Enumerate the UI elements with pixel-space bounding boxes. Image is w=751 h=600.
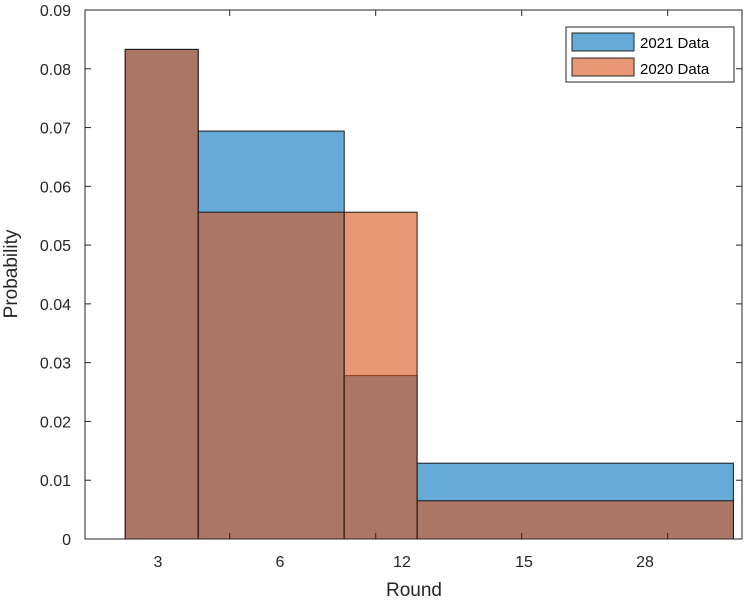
y-tick-label: 0.08 — [40, 62, 71, 79]
x-tick-label: 12 — [393, 554, 411, 571]
legend: 2021 Data 2020 Data — [565, 26, 735, 83]
legend-label-2020: 2020 Data — [640, 61, 710, 78]
bar-2020-data-1 — [197, 211, 345, 540]
bar-2020-data-0 — [124, 48, 199, 540]
y-tick-label: 0.01 — [40, 473, 71, 490]
legend-swatch-2020 — [571, 57, 635, 77]
legend-label-2021: 2021 Data — [640, 35, 710, 52]
y-tick-label: 0.07 — [40, 121, 71, 138]
x-axis-label: Round — [386, 580, 442, 600]
y-tick-label: 0.02 — [40, 414, 71, 431]
bar-2020-data-2 — [343, 211, 418, 540]
legend-swatch-2021 — [571, 32, 635, 52]
x-tick-label: 6 — [276, 554, 285, 571]
y-tick-label: 0.05 — [40, 238, 71, 255]
plot-area-frame — [84, 9, 743, 540]
x-tick-label: 28 — [636, 554, 654, 571]
y-axis: 0 0.01 0.02 0.03 0.04 0.05 0.06 0.07 0.08 0.09 — [40, 3, 742, 549]
y-tick-label: 0.09 — [40, 3, 71, 20]
y-tick-label: 0.06 — [40, 179, 71, 196]
y-tick-label: 0.03 — [40, 356, 71, 373]
series-2020-bars — [124, 48, 734, 540]
x-axis: 3 6 12 15 28 — [154, 10, 669, 571]
x-tick-label: 3 — [154, 554, 163, 571]
y-tick-label: 0.04 — [40, 297, 71, 314]
x-tick-label: 15 — [515, 554, 533, 571]
bar-2020-data-3 — [416, 500, 734, 540]
y-axis-label: Probability — [1, 229, 22, 318]
y-tick-label: 0 — [62, 532, 71, 549]
